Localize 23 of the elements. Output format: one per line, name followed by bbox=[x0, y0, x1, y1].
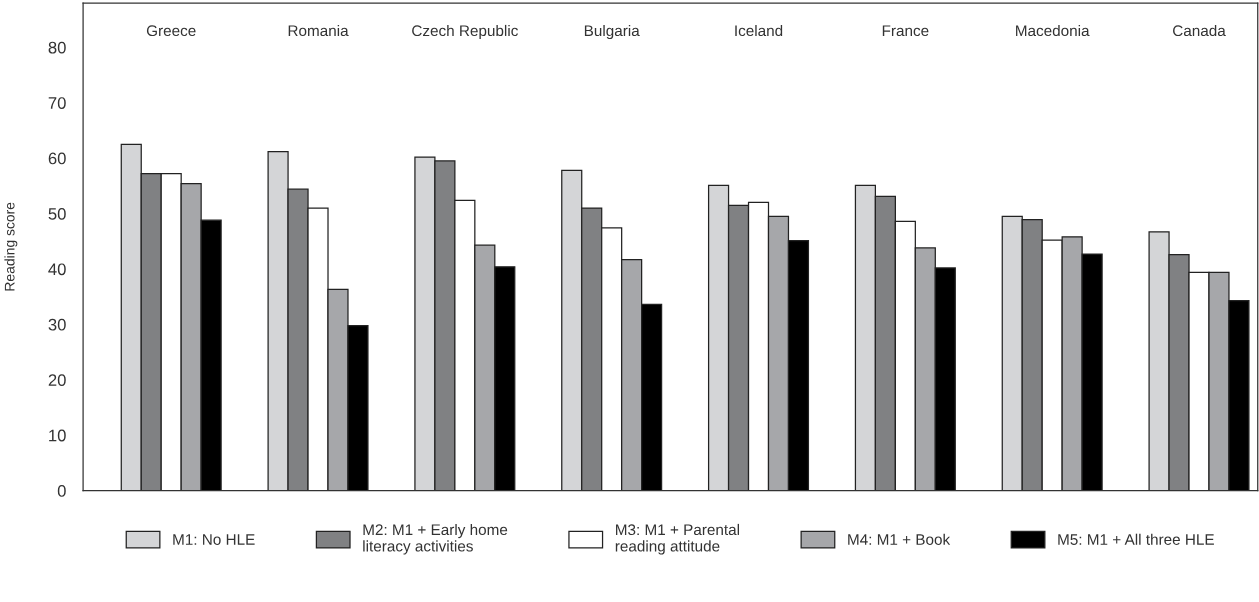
y-tick-label: 60 bbox=[48, 152, 66, 165]
legend-label: M1: No HLE bbox=[173, 534, 255, 545]
x-tick-label: Canada bbox=[1173, 24, 1226, 37]
y-tick-label: 40 bbox=[48, 263, 66, 276]
x-tick-label: Greece bbox=[146, 25, 196, 37]
x-tick-label: Czech Republic bbox=[412, 24, 518, 40]
y-tick-label: 50 bbox=[48, 207, 66, 220]
legend-label: M2: M1 + Early home literacy activities bbox=[363, 523, 508, 555]
y-tick-label: 70 bbox=[48, 97, 66, 109]
x-tick-label: France bbox=[882, 25, 929, 37]
y-tick-label: 10 bbox=[49, 429, 66, 442]
y-axis-title: Reading score bbox=[4, 202, 18, 291]
x-tick-label: Bulgaria bbox=[584, 24, 640, 40]
x-tick-label: Macedonia bbox=[1016, 24, 1090, 37]
y-tick-label: 30 bbox=[48, 318, 66, 331]
legend-label: M3: M1 + Parental reading attitude bbox=[615, 523, 740, 555]
y-tick-label: 80 bbox=[48, 41, 66, 54]
legend-label: M5: M1 + All three HLE bbox=[1058, 533, 1214, 545]
x-tick-label: Romania bbox=[288, 24, 349, 37]
y-tick-label: 0 bbox=[57, 485, 66, 497]
x-tick-label: Iceland bbox=[735, 24, 783, 37]
y-tick-label: 20 bbox=[48, 374, 66, 387]
legend-label: M4: M1 + Book bbox=[848, 533, 951, 545]
